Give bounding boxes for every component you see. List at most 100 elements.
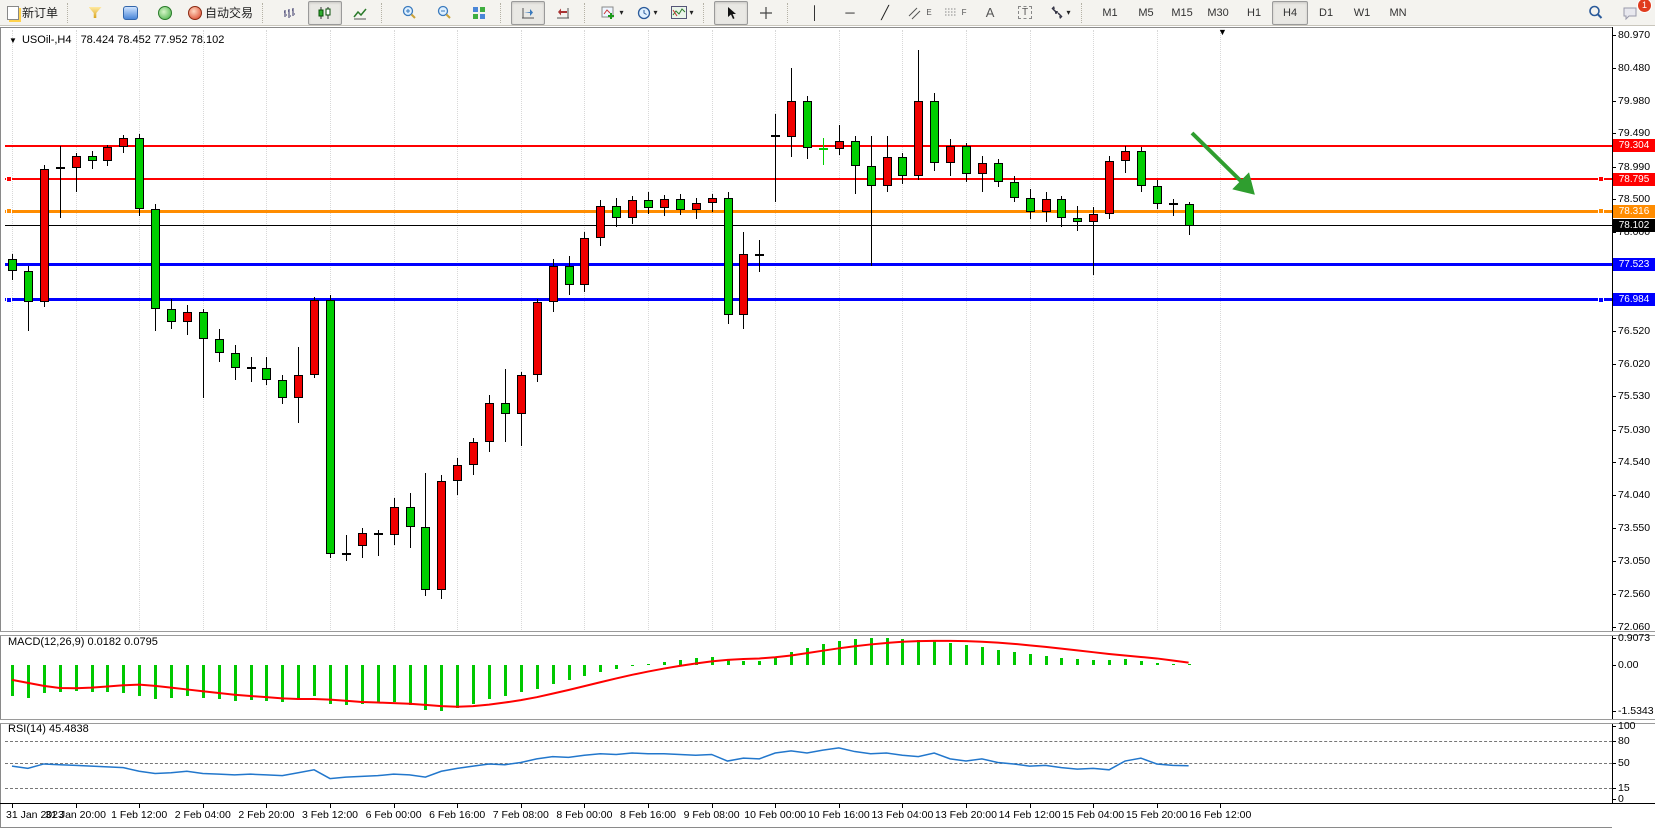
bar-chart-button[interactable] — [273, 1, 307, 25]
timeframe-d1[interactable]: D1 — [1319, 6, 1334, 19]
candle-wick — [250, 357, 252, 382]
collapse-arrow-icon[interactable]: ▼ — [9, 36, 17, 45]
line-handle[interactable] — [1598, 208, 1604, 215]
time-axis-label: 2 Feb 04:00 — [174, 809, 231, 821]
timeframe-m15[interactable]: M15 — [1171, 6, 1193, 19]
tile-windows-icon — [473, 6, 486, 19]
rsi-axis-tick — [1612, 788, 1616, 790]
candle-body — [532, 302, 542, 376]
line-chart-button[interactable] — [343, 1, 377, 25]
timeframe-m1[interactable]: M1 — [1102, 6, 1118, 19]
horizontal-price-line[interactable] — [5, 209, 1612, 213]
timeframe-bar: M1 M5 M15 M30 H1 H4 D1 W1 MN — [1092, 0, 1416, 25]
fibo-tool-label: F — [961, 8, 967, 17]
auto-trading-button[interactable]: 自动交易 — [183, 1, 258, 25]
line-handle[interactable] — [6, 296, 12, 303]
grid-vline — [838, 30, 840, 630]
request-button[interactable] — [78, 1, 112, 25]
signal-button[interactable] — [148, 1, 182, 25]
text-tool-button[interactable]: A — [973, 1, 1007, 25]
candlestick-chart-button[interactable] — [308, 0, 343, 25]
timeframe-w1[interactable]: W1 — [1353, 6, 1371, 19]
pane-separator-rsi[interactable] — [0, 719, 1655, 724]
bar-chart-icon — [284, 7, 296, 18]
chart-shift-marker[interactable]: ▼ — [1218, 27, 1227, 37]
timeframe-mn[interactable]: MN — [1389, 6, 1407, 19]
fibonacci-tool-button[interactable]: F — [938, 1, 972, 25]
macd-histogram-bar — [344, 665, 348, 706]
grid-vline — [1220, 30, 1222, 630]
horizontal-price-line[interactable] — [5, 298, 1612, 302]
candle-body — [357, 533, 367, 546]
zoom-in-button[interactable] — [392, 1, 426, 25]
chart-shift-button[interactable] — [546, 1, 580, 25]
trendline-tool-button[interactable]: ╱ — [868, 1, 902, 25]
time-axis-tick — [584, 804, 586, 808]
price-axis-label: 80.970 — [1618, 28, 1651, 41]
time-axis-tick — [648, 804, 649, 808]
price-axis-label: 79.980 — [1618, 94, 1651, 107]
macd-histogram-bar — [853, 639, 857, 665]
search-button[interactable] — [1578, 1, 1612, 25]
text-tool-icon: A — [985, 5, 995, 20]
candle-body — [516, 375, 526, 414]
cursor-tool-button[interactable] — [714, 0, 749, 25]
candle-body — [691, 203, 701, 210]
arrows-tool-button[interactable]: ▾ — [1043, 1, 1077, 25]
candle-body — [1089, 213, 1099, 223]
timeframe-h4[interactable]: H4 — [1272, 0, 1309, 25]
horizontal-price-line[interactable] — [5, 178, 1612, 181]
macd-histogram-bar — [42, 665, 46, 694]
crosshair-tool-button[interactable] — [749, 1, 783, 25]
candle-body — [946, 145, 956, 163]
timeframe-m30[interactable]: M30 — [1207, 6, 1229, 19]
horizontal-line-tool-button[interactable]: ─ — [833, 1, 867, 25]
add-indicator-button[interactable]: ▾ — [595, 1, 629, 25]
dropdown-arrow-icon: ▾ — [689, 8, 694, 17]
grid-vline — [966, 30, 967, 630]
horizontal-price-line[interactable] — [5, 262, 1612, 266]
pane-separator-macd[interactable] — [0, 631, 1655, 636]
candle-body — [278, 379, 288, 399]
cursor-icon — [727, 6, 736, 19]
auto-trading-label: 自动交易 — [205, 6, 254, 20]
profile-button[interactable] — [113, 1, 147, 25]
price-axis-tick — [1612, 363, 1616, 365]
line-handle[interactable] — [6, 176, 12, 183]
text-label-tool-button[interactable]: T — [1008, 1, 1042, 25]
tile-windows-button[interactable] — [462, 1, 496, 25]
candle-body — [87, 155, 97, 161]
candle-body — [1105, 160, 1115, 214]
channel-tool-button[interactable]: E — [903, 1, 937, 25]
period-button[interactable]: ▾ — [630, 1, 664, 25]
auto-scroll-button[interactable] — [511, 0, 546, 25]
doji-bar — [341, 552, 351, 555]
price-axis-tick — [1612, 495, 1616, 497]
rsi-axis-label: 100 — [1618, 720, 1636, 732]
price-axis-label: 74.540 — [1618, 456, 1651, 469]
trendline-icon: ╱ — [881, 5, 889, 20]
candle-wick — [775, 114, 777, 203]
new-order-icon — [7, 5, 19, 20]
line-handle[interactable] — [1598, 296, 1604, 303]
line-handle[interactable] — [6, 208, 12, 215]
horizontal-price-line[interactable] — [5, 225, 1612, 227]
vertical-line-tool-button[interactable]: │ — [798, 1, 832, 25]
macd-histogram-bar — [1028, 653, 1032, 665]
chat-bubble-icon — [1623, 7, 1637, 20]
toolbar-separator — [381, 2, 388, 23]
timeframe-h1[interactable]: H1 — [1247, 6, 1262, 19]
grid-vline — [520, 30, 522, 630]
horizontal-line-icon: ─ — [845, 5, 855, 20]
template-button[interactable]: ▾ — [665, 1, 699, 25]
new-order-button[interactable]: 新订单 — [2, 1, 63, 25]
rsi-axis-tick — [1612, 762, 1616, 764]
notifications-button[interactable]: 1 — [1613, 0, 1652, 25]
candle-wick — [75, 152, 77, 193]
grid-vline — [266, 30, 268, 630]
timeframe-m5[interactable]: M5 — [1138, 6, 1154, 19]
line-handle[interactable] — [1598, 176, 1604, 183]
notification-badge: 1 — [1637, 0, 1652, 13]
zoom-out-button[interactable] — [427, 1, 461, 25]
grid-vline — [1093, 30, 1095, 630]
